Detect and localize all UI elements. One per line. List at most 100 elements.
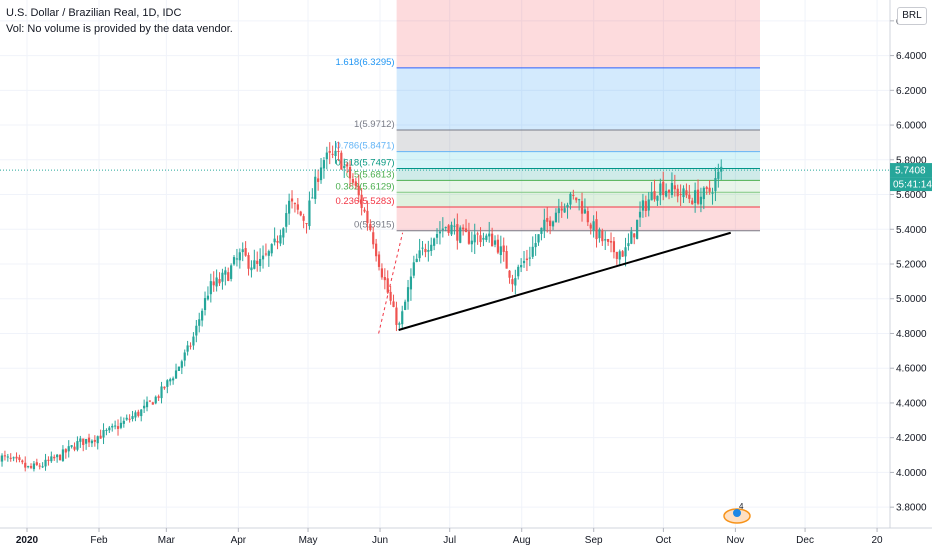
price-tick-label: 4.2000 xyxy=(896,433,927,444)
candle-body xyxy=(540,228,542,234)
candle-body xyxy=(59,455,61,460)
candle-body xyxy=(68,446,70,451)
candle-body xyxy=(398,323,400,325)
candle-body xyxy=(85,439,87,444)
candle-body xyxy=(471,241,473,245)
candle-body xyxy=(366,211,368,223)
candle-body xyxy=(468,232,470,244)
candle-body xyxy=(659,183,661,195)
price-tick-label: 5.6000 xyxy=(896,190,927,201)
candle-body xyxy=(407,287,409,302)
candle-body xyxy=(172,378,174,380)
fib-band xyxy=(397,68,760,130)
candle-body xyxy=(520,265,522,267)
fibonacci-retracement[interactable]: 0(5.3915)0.236(5.5283)0.382(5.6129)0.5(5… xyxy=(335,0,760,333)
candle-body xyxy=(456,224,458,241)
candle-body xyxy=(268,251,270,256)
candle-body xyxy=(265,254,267,255)
candle-body xyxy=(143,406,145,409)
candle-body xyxy=(343,166,345,168)
candle-body xyxy=(372,232,374,244)
badge-count: 4 xyxy=(739,502,744,511)
candle-body xyxy=(245,248,247,256)
candle-body xyxy=(62,449,64,461)
fib-level-label: 1(5.9712) xyxy=(354,119,395,130)
time-tick-label: Jul xyxy=(443,535,456,546)
candle-body xyxy=(401,311,403,324)
candle-body xyxy=(651,192,653,200)
volume-note: Vol: No volume is provided by the data v… xyxy=(6,21,233,37)
time-tick-label: Jun xyxy=(372,535,388,546)
candle-body xyxy=(201,311,203,321)
candle-body xyxy=(210,281,212,294)
candle-body xyxy=(361,195,363,208)
currency-button[interactable]: BRL xyxy=(897,7,927,25)
ascending-trendline[interactable] xyxy=(399,233,731,330)
candle-body xyxy=(227,272,229,281)
candle-body xyxy=(517,267,519,276)
time-tick-label: Sep xyxy=(585,535,603,546)
time-tick-label: May xyxy=(299,535,318,546)
price-tick-label: 6.2000 xyxy=(896,86,927,97)
candle-body xyxy=(334,151,336,156)
candle-body xyxy=(82,438,84,444)
trendline-group xyxy=(399,233,731,330)
candle-body xyxy=(384,277,386,280)
candle-body xyxy=(166,380,168,387)
candle-body xyxy=(114,426,116,427)
candle-body xyxy=(622,251,624,257)
candle-body xyxy=(552,221,554,226)
candle-body xyxy=(691,201,693,205)
time-tick-label: Aug xyxy=(513,535,531,546)
candle-body xyxy=(720,167,722,172)
time-tick-label: Feb xyxy=(90,535,108,546)
candle-body xyxy=(662,182,664,195)
candle-body xyxy=(584,209,586,213)
candle-body xyxy=(73,447,75,450)
candle-body xyxy=(363,210,365,212)
candle-body xyxy=(358,186,360,195)
candle-body xyxy=(610,241,612,243)
fib-band xyxy=(397,152,760,169)
candle-body xyxy=(146,402,148,407)
time-tick-label: Oct xyxy=(656,535,672,546)
candle-body xyxy=(189,346,191,347)
time-tick-label: Mar xyxy=(158,535,176,546)
candle-body xyxy=(108,428,110,431)
candle-body xyxy=(395,308,397,325)
candle-body xyxy=(233,257,235,264)
candle-body xyxy=(297,204,299,209)
candle-body xyxy=(479,235,481,242)
candle-body xyxy=(158,396,160,398)
candle-body xyxy=(433,238,435,245)
candle-body xyxy=(450,225,452,235)
symbol-title: U.S. Dollar / Brazilian Real, 1D, IDC xyxy=(6,5,233,21)
price-tick-label: 6.4000 xyxy=(896,51,927,62)
candle-body xyxy=(477,233,479,234)
candle-body xyxy=(300,212,302,216)
candle-body xyxy=(355,181,357,186)
candle-body xyxy=(349,167,351,178)
candle-body xyxy=(642,200,644,210)
candle-body xyxy=(294,203,296,204)
fib-band xyxy=(397,130,760,152)
candle-body xyxy=(482,238,484,240)
notification-badge[interactable]: 4 xyxy=(722,502,752,524)
candle-body xyxy=(216,277,218,286)
candle-body xyxy=(329,151,331,153)
candle-body xyxy=(462,228,464,230)
candle-body xyxy=(24,463,26,468)
candle-body xyxy=(474,235,476,243)
candle-body xyxy=(572,195,574,196)
candle-body xyxy=(155,397,157,404)
candle-body xyxy=(392,301,394,307)
candle-body xyxy=(187,345,189,351)
candle-body xyxy=(169,379,171,381)
candle-body xyxy=(224,270,226,274)
price-tick-label: 4.6000 xyxy=(896,364,927,375)
candle-body xyxy=(645,201,647,211)
candle-body xyxy=(134,412,136,417)
candle-body xyxy=(627,243,629,246)
